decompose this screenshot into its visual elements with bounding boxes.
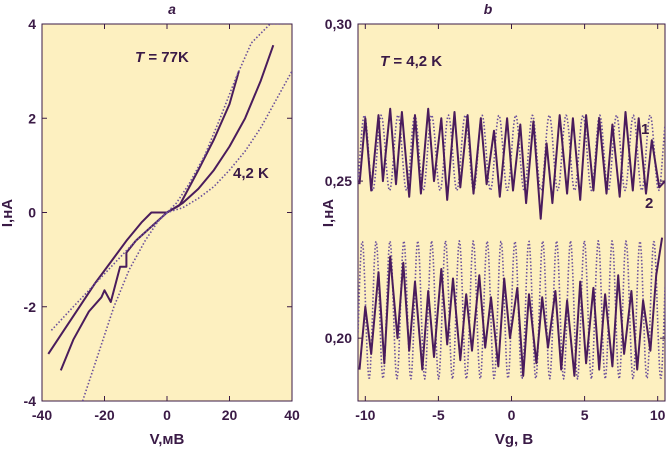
x-tick-label: 40 (284, 407, 300, 423)
x-tick-label: -40 (32, 407, 52, 423)
series-1-solid-line (47, 70, 240, 355)
series-3-dotted-line (81, 24, 283, 401)
panel-a-label: a (168, 1, 176, 17)
panel-b: -10 -5 0 5 10 0,30 0,25 0,20 b T = 4,2 K 1 2 Vg… (320, 1, 666, 448)
y-tick-label: 0 (28, 205, 36, 221)
y-tick-label: 0,30 (325, 16, 352, 32)
x-tick-label: -20 (94, 407, 114, 423)
x-tick-label: 5 (581, 407, 589, 423)
x-tick-label: 0 (163, 407, 171, 423)
panel-b-label: b (484, 1, 493, 17)
panel-a-temperature-77k: T = 77K (135, 49, 189, 66)
panel-a-temperature-4k: 4,2 K (233, 165, 269, 182)
x-tick-label: 10 (650, 407, 666, 423)
y-tick-label: -2 (24, 299, 37, 315)
panel-b-curve-1-label: 1 (641, 121, 649, 138)
panel-b-curves (358, 107, 665, 380)
panel-a-x-axis-label: V,мВ (150, 431, 185, 448)
y-tick-label: -4 (24, 393, 37, 409)
panel-b-temperature: T = 4,2 K (380, 53, 442, 70)
y-tick-label: 0,20 (325, 330, 352, 346)
series-2-solid-line (358, 107, 665, 220)
panel-b-plot-area (357, 23, 666, 402)
series-4-solid-line (358, 237, 664, 377)
series-4-dotted-line (50, 70, 292, 331)
panel-b-y-axis-label: I,нА (320, 199, 337, 227)
x-tick-label: -10 (355, 407, 375, 423)
series-3-dotted-line (358, 240, 665, 380)
x-tick-label: -5 (432, 407, 445, 423)
y-tick-label: 0,25 (325, 173, 352, 189)
panel-b-axes: -10 -5 0 5 10 0,30 0,25 0,20 (325, 16, 666, 423)
panel-a-y-axis-label: I,нА (0, 199, 16, 227)
y-tick-label: 2 (28, 110, 36, 126)
panel-b-curve-2-label: 2 (645, 195, 653, 212)
panel-a-curves (47, 24, 292, 401)
x-tick-label: 20 (222, 407, 238, 423)
y-tick-label: 4 (28, 16, 36, 32)
x-tick-label: 0 (508, 407, 516, 423)
panel-b-x-axis-label: Vg, В (495, 431, 534, 448)
